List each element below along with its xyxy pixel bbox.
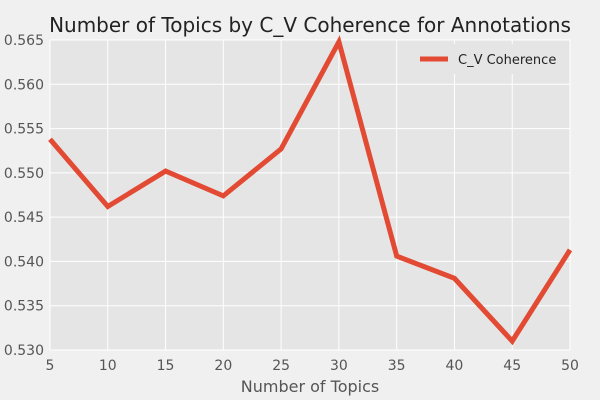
x-tick-label: 25 (272, 358, 290, 374)
legend: C_V Coherence (410, 44, 564, 74)
x-tick-label: 10 (99, 358, 117, 374)
series-line (48, 35, 573, 346)
x-tick-label: 40 (446, 358, 464, 374)
y-tick-label: 0.560 (4, 77, 44, 93)
chart-title: Number of Topics by C_V Coherence for An… (49, 13, 571, 37)
x-tick-label: 45 (503, 358, 521, 374)
y-axis-ticks: 0.530 0.535 0.540 0.545 0.550 0.555 0.560 0.565 (4, 33, 44, 359)
x-tick-label: 20 (214, 358, 232, 374)
y-tick-label: 0.535 (4, 299, 44, 315)
x-axis-ticks: 5 10 15 20 25 30 35 40 45 50 (46, 358, 579, 374)
y-tick-label: 0.555 (4, 122, 44, 138)
y-tick-label: 0.550 (4, 166, 44, 182)
series-layer (48, 35, 573, 346)
x-tick-label: 5 (46, 358, 55, 374)
y-tick-label: 0.545 (4, 210, 44, 226)
x-tick-label: 15 (157, 358, 175, 374)
x-tick-label: 30 (330, 358, 348, 374)
x-tick-label: 35 (388, 358, 406, 374)
x-axis-label: Number of Topics (241, 377, 379, 396)
grid-lines (49, 39, 571, 351)
y-tick-label: 0.540 (4, 254, 44, 270)
legend-label: C_V Coherence (458, 53, 556, 68)
x-tick-label: 50 (561, 358, 579, 374)
y-tick-label: 0.530 (4, 343, 44, 359)
y-tick-label: 0.565 (4, 33, 44, 49)
